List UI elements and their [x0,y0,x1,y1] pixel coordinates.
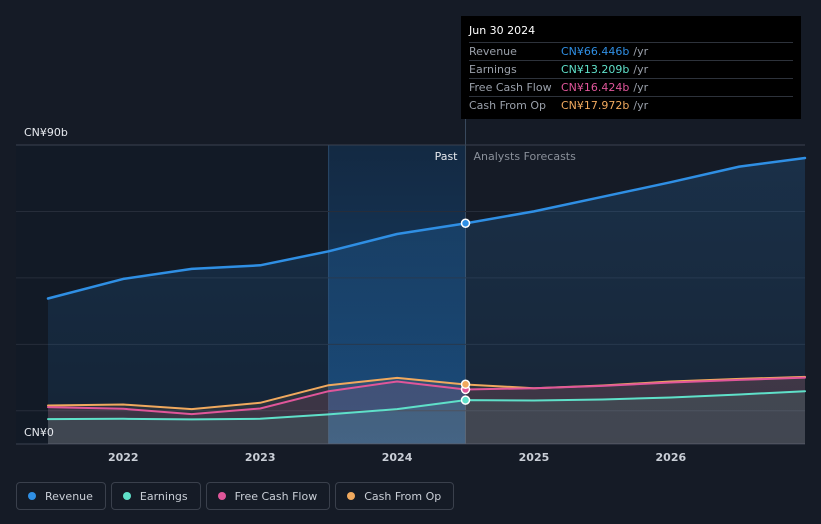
line-revenue [46,156,807,300]
tooltip-row-cash-from-op: Cash From Op CN¥17.972b /yr [469,96,793,114]
legend-label: Cash From Op [364,489,442,503]
y-axis-bottom-label: CN¥0 [24,426,54,439]
legend-label: Free Cash Flow [234,489,318,503]
y-axis-top-label: CN¥90b [24,126,68,139]
tooltip-label: Earnings [469,63,517,76]
legend-item-free-cash-flow[interactable]: Free Cash Flow [205,482,331,510]
legend-item-revenue[interactable]: Revenue [16,482,106,510]
tooltip-label: Free Cash Flow [469,81,552,94]
area-free-cash-flow [48,377,805,444]
tooltip-unit: /yr [633,81,649,94]
tooltip-row-revenue: Revenue CN¥66.446b /yr [469,42,793,60]
tooltip-value: CN¥17.972b [561,99,630,112]
legend-label: Revenue [45,489,93,503]
chart-area: CN¥90b CN¥0 Past Analysts Forecasts 2022 2023… [16,16,807,464]
legend-label: Earnings [139,489,188,503]
tooltip-value: CN¥16.424b [561,81,630,94]
tooltip-panel: Jun 30 2024 Revenue CN¥66.446b /yr Earni… [461,16,801,119]
past-label: Past [435,150,459,163]
legend-item-cash-from-op[interactable]: Cash From Op [335,482,455,510]
tooltip-row-free-cash-flow: Free Cash Flow CN¥16.424b /yr [469,78,793,96]
tooltip-label: Cash From Op [469,99,547,112]
legend-item-earnings[interactable]: Earnings [110,482,201,510]
point-revenue [460,218,471,229]
tooltip-value: CN¥13.209b [561,63,630,76]
series-lines [46,156,807,421]
x-tick-label: 2022 [108,451,139,464]
tooltip-row-earnings: Earnings CN¥13.209b /yr [469,60,793,78]
tooltip-unit: /yr [633,45,649,58]
series-areas [48,158,805,444]
chart-labels: CN¥90b CN¥0 Past Analysts Forecasts 2022 2023… [24,126,686,464]
area-cash-from-op [48,376,805,444]
tooltip-unit: /yr [633,63,649,76]
legend-dot-icon [122,492,131,500]
tooltip-date: Jun 30 2024 [469,24,536,37]
line-earnings [47,390,806,421]
legend-dot-icon [217,492,226,500]
point-cash-from-op [460,379,471,390]
tooltip-value: CN¥66.446b [561,45,630,58]
legend-dot-icon [28,492,36,500]
x-tick-label: 2026 [656,451,687,464]
point-earnings [460,395,471,405]
forecast-label: Analysts Forecasts [474,150,577,163]
legend-dot-icon [347,492,356,500]
area-earnings [48,391,805,444]
x-tick-label: 2024 [382,451,413,464]
tooltip-label: Revenue [469,45,517,58]
line-free-cash-flow [47,376,806,416]
area-revenue [48,158,805,444]
tooltip-unit: /yr [633,99,649,112]
x-tick-label: 2025 [519,451,550,464]
x-tick-label: 2023 [245,451,276,464]
legend: Revenue Earnings Free Cash Flow Cash Fro… [16,482,455,510]
highlight-points [460,218,471,405]
